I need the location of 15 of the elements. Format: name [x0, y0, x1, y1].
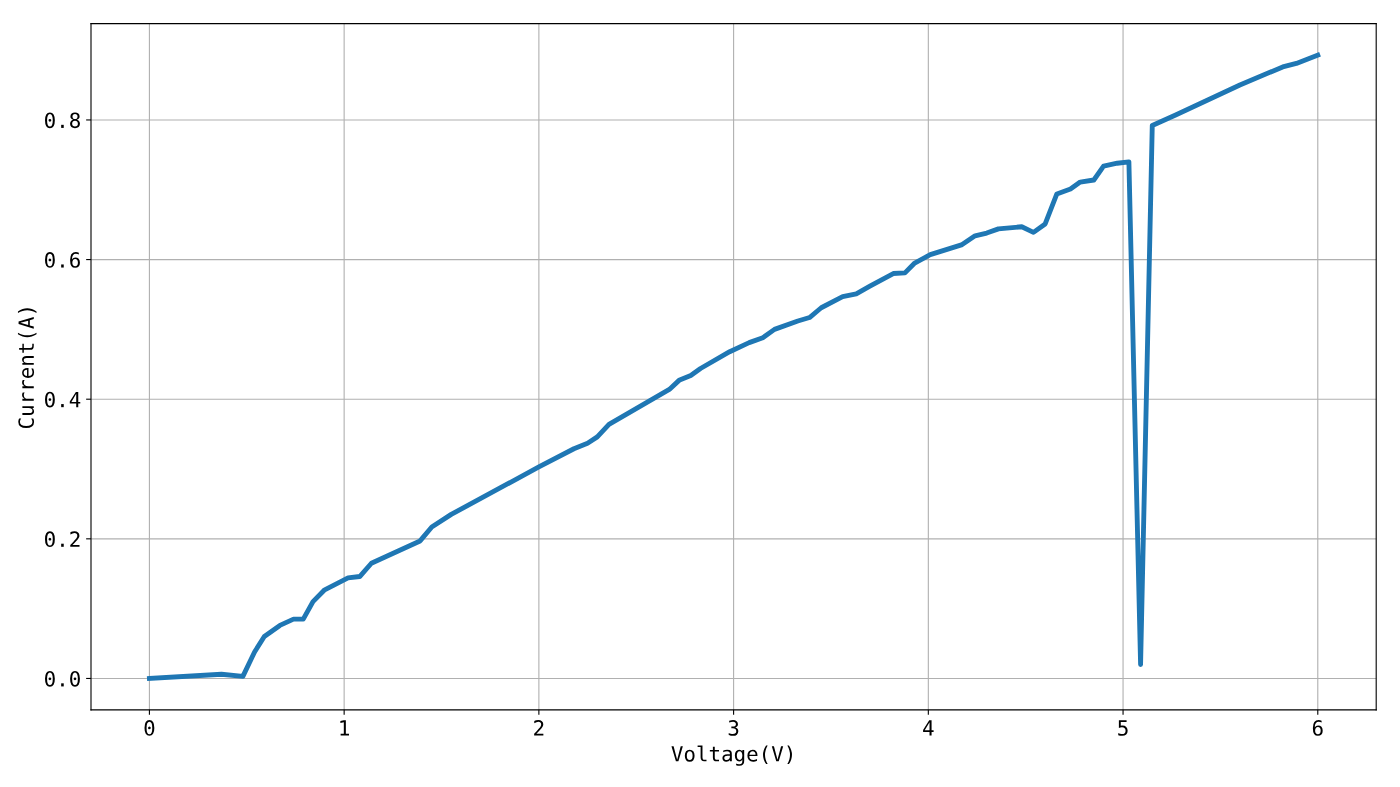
line-series — [146, 52, 1321, 681]
x-axis-title: Voltage(V) — [671, 745, 792, 766]
x-tick-label: 1 — [340, 720, 349, 736]
y-tick-label: 0.2 — [45, 531, 80, 548]
x-tick-label: 4 — [923, 720, 934, 736]
x-tick-label: 6 — [1312, 720, 1323, 736]
x-tick-label: 3 — [728, 720, 739, 736]
x-tick-label: 5 — [1118, 720, 1128, 736]
x-tick-label: 2 — [534, 720, 544, 736]
x-tick-label: 0 — [144, 720, 155, 736]
y-tick-label: 0.6 — [45, 252, 80, 268]
y-axis-title: Current(A) — [17, 308, 37, 429]
y-tick-label: 0.0 — [45, 670, 80, 687]
y-tick-label: 0.8 — [45, 112, 80, 129]
y-tick-label: 0.4 — [45, 391, 81, 408]
